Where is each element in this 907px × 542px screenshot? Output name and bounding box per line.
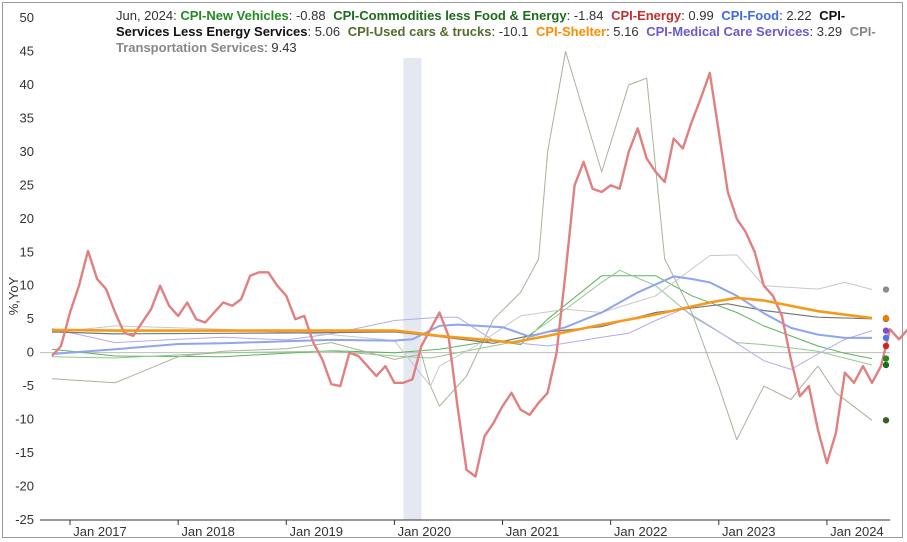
series-line [51, 254, 873, 387]
series-line [51, 275, 873, 360]
latest-value-dot [882, 286, 890, 293]
y-tick-label: 15 [20, 244, 34, 259]
legend-series-name: CPI-Medical Care Services [646, 24, 810, 39]
latest-value-dot [882, 417, 890, 424]
legend-series-name: CPI-New Vehicles [180, 8, 289, 23]
legend-series-value: 5.16 [613, 24, 639, 39]
latest-value-dot [882, 361, 890, 369]
latest-value-dot [882, 355, 890, 362]
latest-value-dot [882, 342, 890, 350]
y-tick-label: 0 [27, 345, 34, 360]
latest-value-dot [882, 314, 890, 322]
y-tick-label: 5 [27, 311, 34, 326]
y-tick-label: 40 [20, 77, 34, 92]
legend-series-name: CPI-Food [721, 8, 780, 23]
x-tick-label: Jan 2024 [830, 524, 884, 539]
y-tick-label: -5 [22, 378, 34, 393]
legend: Jun, 2024: CPI-New Vehicles: -0.88 CPI-C… [116, 8, 896, 56]
legend-item: CPI-Used cars & trucks: -10.1 [347, 24, 529, 39]
legend-item: CPI-Shelter: 5.16 [535, 24, 639, 39]
legend-date: Jun, 2024: [116, 8, 177, 23]
legend-series-name: CPI-Transportation Services [116, 24, 876, 55]
legend-series-value: -1.84 [573, 8, 604, 23]
legend-series-value: 3.29 [816, 24, 843, 39]
series-lines [51, 51, 907, 478]
y-tick-label: -25 [15, 512, 34, 527]
x-tick-label: Jan 2018 [181, 524, 235, 539]
legend-series-value: 9.43 [271, 40, 297, 55]
series-line [51, 296, 873, 344]
legend-series-value: -0.88 [295, 8, 326, 23]
series-line [51, 275, 872, 355]
y-tick-label: 10 [20, 278, 34, 293]
y-tick-label: 25 [20, 177, 34, 192]
x-tick-label: Jan 2019 [290, 524, 344, 539]
x-tick-label: Jan 2017 [73, 524, 127, 539]
y-tick-label: -10 [15, 412, 34, 427]
legend-item: CPI-Food: 2.22 [721, 8, 812, 23]
y-tick-label: 45 [20, 43, 34, 58]
y-tick-label: -20 [15, 479, 34, 494]
legend-series-value: 2.22 [786, 8, 812, 23]
legend-series-value: 0.99 [688, 8, 714, 23]
latest-value-dot [882, 327, 890, 334]
y-tick-label: 30 [20, 144, 34, 159]
recession-band-layer [403, 58, 422, 520]
legend-series-value: 5.06 [314, 24, 341, 39]
recession-band [403, 58, 422, 520]
legend-series-name: CPI-Services Less Energy Services [116, 8, 846, 39]
x-tick-label: Jan 2020 [398, 524, 452, 539]
y-tick-label: -15 [15, 445, 34, 460]
legend-item: CPI-Commodities less Food & Energy: -1.8… [333, 8, 604, 23]
legend-series-name: CPI-Shelter [535, 24, 607, 39]
series-line [51, 51, 873, 441]
y-axis-label: %,YoY [6, 276, 21, 315]
legend-item: CPI-Energy: 0.99 [611, 8, 714, 23]
legend-series-name: CPI-Used cars & trucks [347, 24, 492, 39]
y-tick-label: 35 [20, 110, 34, 125]
series-line [51, 308, 873, 370]
series-line [51, 269, 873, 366]
legend-item: CPI-Transportation Services: 9.43 [116, 24, 876, 55]
x-tick-label: Jan 2022 [614, 524, 668, 539]
legend-series-name: CPI-Commodities less Food & Energy [333, 8, 567, 23]
latest-value-dot [882, 334, 890, 342]
x-tick-label: Jan 2023 [722, 524, 776, 539]
x-tick-label: Jan 2021 [506, 524, 560, 539]
legend-series-name: CPI-Energy [611, 8, 682, 23]
legend-item: CPI-New Vehicles: -0.88 [180, 8, 326, 23]
legend-series-value: -10.1 [498, 24, 529, 39]
legend-item: CPI-Medical Care Services: 3.29 [646, 24, 843, 39]
series-line [51, 71, 907, 478]
y-tick-label: 50 [20, 10, 34, 25]
legend-item: CPI-Services Less Energy Services: 5.06 [116, 8, 846, 39]
latest-value-markers [882, 286, 890, 424]
y-tick-label: 20 [20, 211, 34, 226]
